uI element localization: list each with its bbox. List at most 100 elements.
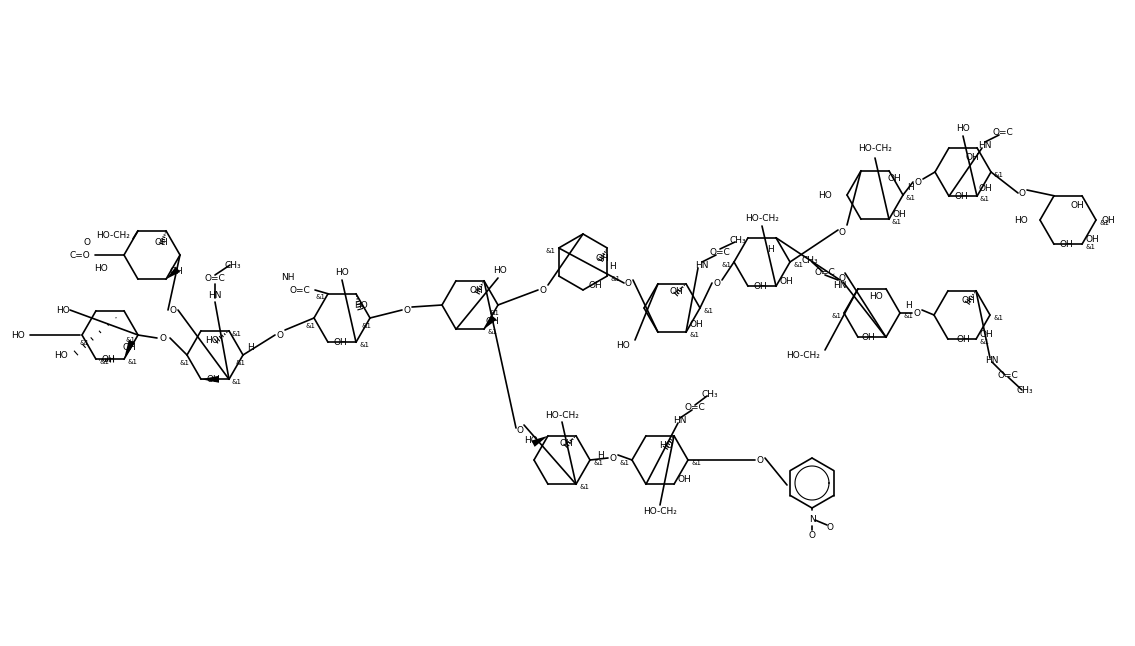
Text: OH: OH bbox=[1085, 234, 1099, 244]
Text: &1: &1 bbox=[79, 340, 90, 346]
Text: OH: OH bbox=[754, 282, 767, 291]
Text: OH: OH bbox=[980, 329, 993, 339]
Text: OH: OH bbox=[779, 276, 793, 286]
Text: OH: OH bbox=[485, 317, 499, 326]
Text: O: O bbox=[914, 309, 920, 317]
Text: H: H bbox=[247, 342, 254, 351]
Polygon shape bbox=[166, 267, 180, 279]
Text: OH: OH bbox=[101, 355, 115, 364]
Text: HN: HN bbox=[208, 291, 221, 300]
Text: OH: OH bbox=[588, 280, 602, 289]
Text: O=C: O=C bbox=[289, 286, 310, 295]
Text: OH: OH bbox=[1059, 240, 1073, 249]
Text: HO: HO bbox=[11, 331, 25, 340]
Text: OH: OH bbox=[169, 267, 183, 276]
Text: HO-CH₂: HO-CH₂ bbox=[644, 508, 676, 517]
Text: OH: OH bbox=[689, 320, 703, 329]
Polygon shape bbox=[124, 340, 135, 359]
Text: &1: &1 bbox=[619, 460, 629, 466]
Polygon shape bbox=[484, 315, 497, 329]
Text: HO: HO bbox=[659, 441, 673, 450]
Text: &1: &1 bbox=[359, 342, 369, 348]
Text: &1: &1 bbox=[127, 359, 137, 365]
Text: O=C: O=C bbox=[998, 371, 1018, 379]
Text: HO: HO bbox=[616, 340, 630, 349]
Text: H: H bbox=[608, 262, 615, 271]
Text: CH₃: CH₃ bbox=[801, 256, 818, 264]
Text: O: O bbox=[83, 238, 90, 247]
Text: OH: OH bbox=[154, 238, 168, 247]
Text: &1: &1 bbox=[906, 195, 916, 201]
Text: HO: HO bbox=[493, 266, 507, 275]
Text: H: H bbox=[908, 183, 915, 191]
Text: O: O bbox=[1018, 189, 1026, 198]
Text: OH: OH bbox=[892, 210, 906, 219]
Text: HO: HO bbox=[94, 264, 108, 273]
Text: &1: &1 bbox=[1099, 220, 1109, 226]
Text: HO: HO bbox=[956, 123, 970, 132]
Text: CH₃: CH₃ bbox=[1017, 386, 1033, 395]
Text: &1: &1 bbox=[125, 337, 135, 343]
Text: &1: &1 bbox=[232, 331, 242, 337]
Text: &1: &1 bbox=[993, 315, 1003, 321]
Text: CH₃: CH₃ bbox=[730, 236, 747, 244]
Text: HO: HO bbox=[524, 436, 538, 445]
Text: OH: OH bbox=[978, 183, 992, 193]
Text: O: O bbox=[169, 306, 177, 315]
Text: &1: &1 bbox=[994, 172, 1004, 178]
Text: &1: &1 bbox=[703, 308, 713, 314]
Text: O: O bbox=[826, 523, 833, 532]
Text: &1: &1 bbox=[831, 313, 841, 319]
Text: HN: HN bbox=[673, 415, 687, 424]
Text: OH: OH bbox=[961, 297, 975, 306]
Text: &1: &1 bbox=[611, 276, 620, 282]
Text: HN: HN bbox=[985, 355, 999, 364]
Text: O=C: O=C bbox=[204, 273, 226, 282]
Text: HO-CH₂: HO-CH₂ bbox=[96, 231, 131, 240]
Text: &1: &1 bbox=[1085, 244, 1095, 250]
Text: OH: OH bbox=[1070, 202, 1084, 210]
Text: HO-CH₂: HO-CH₂ bbox=[745, 213, 779, 222]
Text: OH: OH bbox=[965, 153, 978, 162]
Text: O: O bbox=[160, 333, 167, 342]
Text: &1: &1 bbox=[592, 460, 603, 466]
Text: N: N bbox=[808, 516, 815, 525]
Polygon shape bbox=[531, 436, 548, 447]
Text: O: O bbox=[839, 273, 846, 282]
Text: &1: &1 bbox=[579, 484, 589, 490]
Text: &1: &1 bbox=[689, 332, 699, 339]
Text: OH: OH bbox=[596, 253, 609, 262]
Text: O: O bbox=[808, 530, 816, 539]
Text: HO: HO bbox=[57, 306, 70, 315]
Text: H: H bbox=[767, 245, 774, 255]
Text: O: O bbox=[714, 278, 721, 287]
Text: HN: HN bbox=[696, 260, 708, 269]
Text: O=C: O=C bbox=[993, 127, 1014, 136]
Text: &1: &1 bbox=[892, 219, 902, 225]
Text: HN: HN bbox=[833, 280, 847, 289]
Text: HO: HO bbox=[205, 337, 219, 345]
Text: CH₃: CH₃ bbox=[701, 390, 718, 399]
Text: HO: HO bbox=[1015, 216, 1028, 225]
Text: HO: HO bbox=[54, 351, 68, 360]
Text: &1: &1 bbox=[980, 339, 989, 345]
Text: CH₃: CH₃ bbox=[225, 260, 242, 269]
Text: HN: HN bbox=[978, 140, 992, 149]
Text: HO: HO bbox=[354, 301, 368, 310]
Text: &1: &1 bbox=[980, 196, 990, 202]
Polygon shape bbox=[201, 376, 219, 382]
Text: &1: &1 bbox=[903, 313, 913, 319]
Text: O: O bbox=[757, 455, 764, 464]
Text: &1: &1 bbox=[235, 360, 245, 366]
Text: O: O bbox=[277, 331, 284, 340]
Text: OH: OH bbox=[678, 475, 691, 484]
Text: O=C: O=C bbox=[815, 267, 835, 276]
Text: &1: &1 bbox=[99, 359, 109, 365]
Text: HO: HO bbox=[818, 191, 832, 200]
Text: &1: &1 bbox=[546, 248, 556, 254]
Text: &1: &1 bbox=[179, 360, 190, 366]
Text: HO-CH₂: HO-CH₂ bbox=[787, 351, 819, 360]
Text: &1: &1 bbox=[490, 310, 501, 316]
Text: &1: &1 bbox=[232, 379, 242, 385]
Text: O: O bbox=[609, 453, 616, 463]
